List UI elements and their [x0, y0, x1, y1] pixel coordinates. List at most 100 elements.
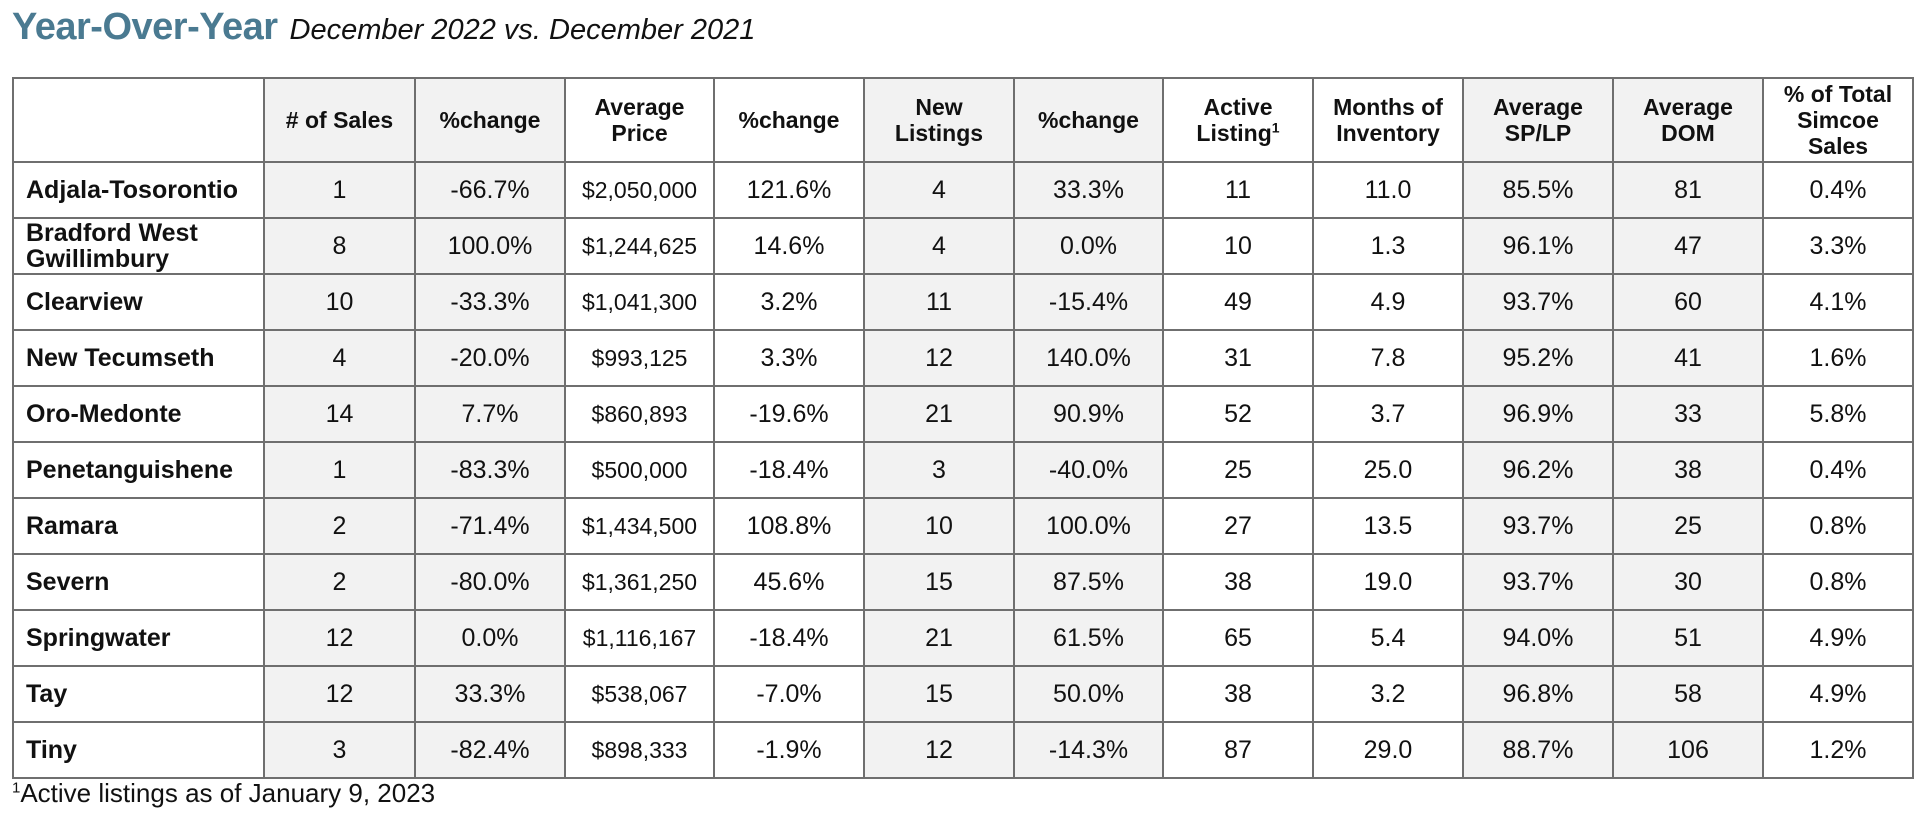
cell-percent-total-sales: 0.4%: [1762, 441, 1914, 499]
cell-months-inventory: 3.2: [1312, 665, 1464, 723]
cell-new-listings: 4: [863, 217, 1015, 275]
header-percent-total-sales: % of Total Simcoe Sales: [1762, 77, 1914, 163]
cell-months-inventory: 3.7: [1312, 385, 1464, 443]
header-average-price: Average Price: [564, 77, 715, 163]
cell-listings-change: 0.0%: [1013, 217, 1164, 275]
table-row: Ramara 2 -71.4% $1,434,500 108.8% 10 100.0% 27 1…: [12, 497, 1914, 555]
cell-months-inventory: 19.0: [1312, 553, 1464, 611]
cell-average-price: $860,893: [564, 385, 715, 443]
year-over-year-table: # of Sales %change Average Price %change…: [12, 77, 1914, 779]
cell-active-listing: 38: [1162, 665, 1314, 723]
cell-sales-change: -71.4%: [414, 497, 566, 555]
cell-active-listing: 27: [1162, 497, 1314, 555]
cell-municipality: Tay: [12, 665, 265, 723]
cell-percent-total-sales: 4.1%: [1762, 273, 1914, 331]
cell-sales-change: 0.0%: [414, 609, 566, 667]
table-row: Bradford West Gwillimbury 8 100.0% $1,244,6…: [12, 217, 1914, 275]
footnote: 1Active listings as of January 9, 2023: [12, 778, 435, 809]
cell-municipality: Penetanguishene: [12, 441, 265, 499]
cell-num-sales: 2: [263, 553, 416, 611]
cell-new-listings: 15: [863, 553, 1015, 611]
cell-new-listings: 4: [863, 161, 1015, 219]
cell-average-price: $2,050,000: [564, 161, 715, 219]
cell-num-sales: 12: [263, 665, 416, 723]
cell-municipality: Severn: [12, 553, 265, 611]
cell-municipality: Oro-Medonte: [12, 385, 265, 443]
cell-price-change: -19.6%: [713, 385, 865, 443]
cell-num-sales: 12: [263, 609, 416, 667]
cell-percent-total-sales: 5.8%: [1762, 385, 1914, 443]
cell-price-change: 14.6%: [713, 217, 865, 275]
cell-sales-change: 33.3%: [414, 665, 566, 723]
cell-percent-total-sales: 1.6%: [1762, 329, 1914, 387]
cell-new-listings: 21: [863, 609, 1015, 667]
cell-listings-change: 87.5%: [1013, 553, 1164, 611]
cell-listings-change: 100.0%: [1013, 497, 1164, 555]
cell-price-change: -1.9%: [713, 721, 865, 779]
cell-num-sales: 8: [263, 217, 416, 275]
cell-average-dom: 47: [1612, 217, 1764, 275]
cell-percent-total-sales: 0.8%: [1762, 553, 1914, 611]
cell-average-splp: 85.5%: [1462, 161, 1614, 219]
cell-average-price: $500,000: [564, 441, 715, 499]
cell-num-sales: 1: [263, 161, 416, 219]
cell-average-splp: 95.2%: [1462, 329, 1614, 387]
cell-new-listings: 15: [863, 665, 1015, 723]
cell-sales-change: -80.0%: [414, 553, 566, 611]
cell-average-dom: 106: [1612, 721, 1764, 779]
header-average-splp: Average SP/LP: [1462, 77, 1614, 163]
cell-price-change: -18.4%: [713, 441, 865, 499]
cell-average-dom: 58: [1612, 665, 1764, 723]
table-row: New Tecumseth 4 -20.0% $993,125 3.3% 12 140.0%…: [12, 329, 1914, 387]
report-subtitle: December 2022 vs. December 2021: [289, 14, 756, 46]
cell-months-inventory: 4.9: [1312, 273, 1464, 331]
cell-months-inventory: 1.3: [1312, 217, 1464, 275]
header-months-inventory: Months of Inventory: [1312, 77, 1464, 163]
cell-listings-change: 90.9%: [1013, 385, 1164, 443]
header-active-listing: Active Listing1: [1162, 77, 1314, 163]
header-num-sales: # of Sales: [263, 77, 416, 163]
cell-listings-change: -14.3%: [1013, 721, 1164, 779]
cell-municipality: Springwater: [12, 609, 265, 667]
cell-municipality: Bradford West Gwillimbury: [12, 217, 265, 275]
header-municipality: [12, 77, 265, 163]
cell-percent-total-sales: 0.4%: [1762, 161, 1914, 219]
cell-active-listing: 52: [1162, 385, 1314, 443]
cell-average-price: $1,244,625: [564, 217, 715, 275]
header-active-listing-label: Active Listing: [1196, 94, 1273, 146]
cell-average-price: $1,041,300: [564, 273, 715, 331]
cell-average-splp: 96.1%: [1462, 217, 1614, 275]
table-row: Severn 2 -80.0% $1,361,250 45.6% 15 87.5% 38 19.…: [12, 553, 1914, 611]
cell-average-dom: 30: [1612, 553, 1764, 611]
cell-percent-total-sales: 4.9%: [1762, 665, 1914, 723]
cell-listings-change: 33.3%: [1013, 161, 1164, 219]
cell-new-listings: 21: [863, 385, 1015, 443]
header-new-listings: New Listings: [863, 77, 1015, 163]
cell-num-sales: 1: [263, 441, 416, 499]
cell-sales-change: -83.3%: [414, 441, 566, 499]
cell-average-dom: 41: [1612, 329, 1764, 387]
cell-municipality: Clearview: [12, 273, 265, 331]
cell-months-inventory: 13.5: [1312, 497, 1464, 555]
cell-months-inventory: 11.0: [1312, 161, 1464, 219]
report-header: Year-Over-Year December 2022 vs. Decembe…: [12, 6, 755, 54]
cell-municipality: New Tecumseth: [12, 329, 265, 387]
cell-price-change: 3.2%: [713, 273, 865, 331]
header-listings-change: %change: [1013, 77, 1164, 163]
table-row: Clearview 10 -33.3% $1,041,300 3.2% 11 -15.4% 4…: [12, 273, 1914, 331]
cell-average-dom: 51: [1612, 609, 1764, 667]
cell-sales-change: -82.4%: [414, 721, 566, 779]
header-sales-change: %change: [414, 77, 566, 163]
cell-listings-change: 140.0%: [1013, 329, 1164, 387]
cell-months-inventory: 7.8: [1312, 329, 1464, 387]
table-row: Tay 12 33.3% $538,067 -7.0% 15 50.0% 38 3.2 96.8%…: [12, 665, 1914, 723]
cell-active-listing: 49: [1162, 273, 1314, 331]
cell-new-listings: 10: [863, 497, 1015, 555]
cell-average-price: $898,333: [564, 721, 715, 779]
cell-active-listing: 38: [1162, 553, 1314, 611]
cell-num-sales: 4: [263, 329, 416, 387]
cell-sales-change: -66.7%: [414, 161, 566, 219]
cell-months-inventory: 29.0: [1312, 721, 1464, 779]
cell-sales-change: 7.7%: [414, 385, 566, 443]
cell-average-splp: 93.7%: [1462, 273, 1614, 331]
